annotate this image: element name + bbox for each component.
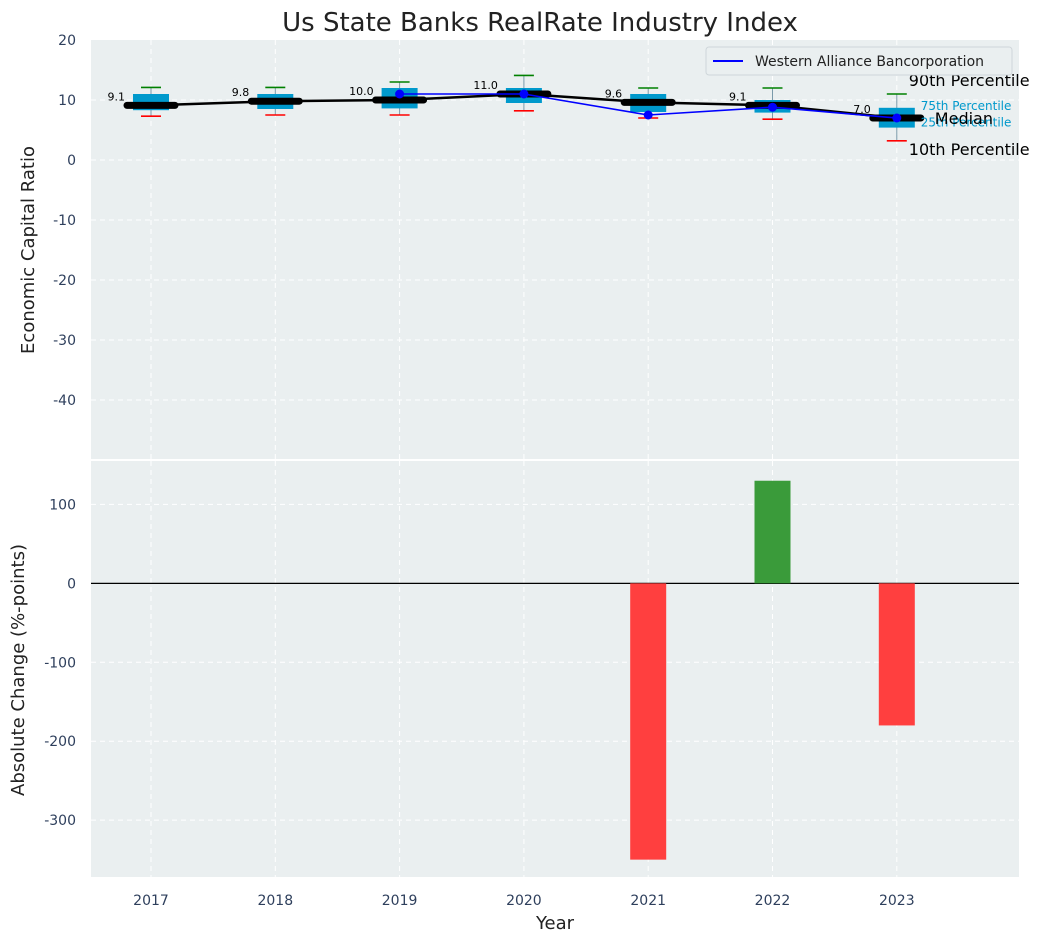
x-tick-label: 2021 xyxy=(630,893,666,909)
top-y-tick-label: 20 xyxy=(58,33,76,49)
annotation-p75: 75th Percentile xyxy=(921,99,1012,113)
top-plot-area xyxy=(91,40,1019,460)
median-value-label: 11.0 xyxy=(473,79,498,92)
legend: Western Alliance Bancorporation xyxy=(705,46,1013,76)
bottom-y-tick-label: -100 xyxy=(44,655,76,671)
x-tick-label: 2019 xyxy=(382,893,418,909)
top-panel: -40 -30 -20 -10 0 10 20 9.1 9.8 10.0 11.0 9.6 9.1 7.0… xyxy=(53,33,1030,461)
annotation-p10: 10th Percentile xyxy=(909,140,1030,159)
median-value-label: 9.6 xyxy=(605,87,623,100)
median-value-label: 10.0 xyxy=(349,85,374,98)
series-point xyxy=(395,89,405,99)
bottom-y-tick-label: 0 xyxy=(67,576,76,592)
series-point xyxy=(643,110,653,120)
change-bar-2023 xyxy=(878,583,915,726)
legend-label: Western Alliance Bancorporation xyxy=(755,54,984,70)
top-y-tick-label: -20 xyxy=(53,273,76,289)
top-y-tick-label: 0 xyxy=(67,153,76,169)
bottom-plot-area xyxy=(91,461,1019,877)
change-bar-2021 xyxy=(630,583,667,860)
change-bar-2022 xyxy=(754,480,791,584)
bottom-y-tick-label: -300 xyxy=(44,813,76,829)
legend-box xyxy=(705,46,1013,76)
series-point xyxy=(892,113,902,123)
chart-title: Us State Banks RealRate Industry Index xyxy=(282,8,798,38)
median-value-label: 7.0 xyxy=(853,103,871,116)
x-tick-label: 2023 xyxy=(879,893,915,909)
top-y-axis-title: Economic Capital Ratio xyxy=(18,146,39,354)
bottom-y-axis-title: Absolute Change (%-points) xyxy=(8,544,29,796)
x-tick-label: 2018 xyxy=(257,893,293,909)
top-y-tick-label: 10 xyxy=(58,93,76,109)
x-axis-title: Year xyxy=(535,913,575,934)
annotation-median: Median xyxy=(935,109,993,128)
x-tick-label: 2022 xyxy=(755,893,791,909)
x-tick-label: 2020 xyxy=(506,893,542,909)
x-tick-label: 2017 xyxy=(133,893,169,909)
top-y-tick-label: -30 xyxy=(53,333,76,349)
bottom-y-tick-label: -200 xyxy=(44,734,76,750)
titles: Us State Banks RealRate Industry Index Ec… xyxy=(8,8,798,934)
bottom-y-tick-label: 100 xyxy=(49,497,76,513)
median-value-label: 9.1 xyxy=(729,90,747,103)
annotation-p25: 25th Percentile xyxy=(921,116,1012,130)
top-y-tick-label: -40 xyxy=(53,393,76,409)
series-point xyxy=(768,102,777,112)
bottom-panel: -300 -200 -100 0 100 2017 2018 2019 2020 2021 2022… xyxy=(44,461,1019,909)
series-point xyxy=(519,89,529,99)
annotation-p90: 90th Percentile xyxy=(909,71,1030,90)
median-value-label: 9.8 xyxy=(232,86,250,99)
median-value-label: 9.1 xyxy=(108,90,126,103)
top-y-tick-label: -10 xyxy=(53,213,76,229)
